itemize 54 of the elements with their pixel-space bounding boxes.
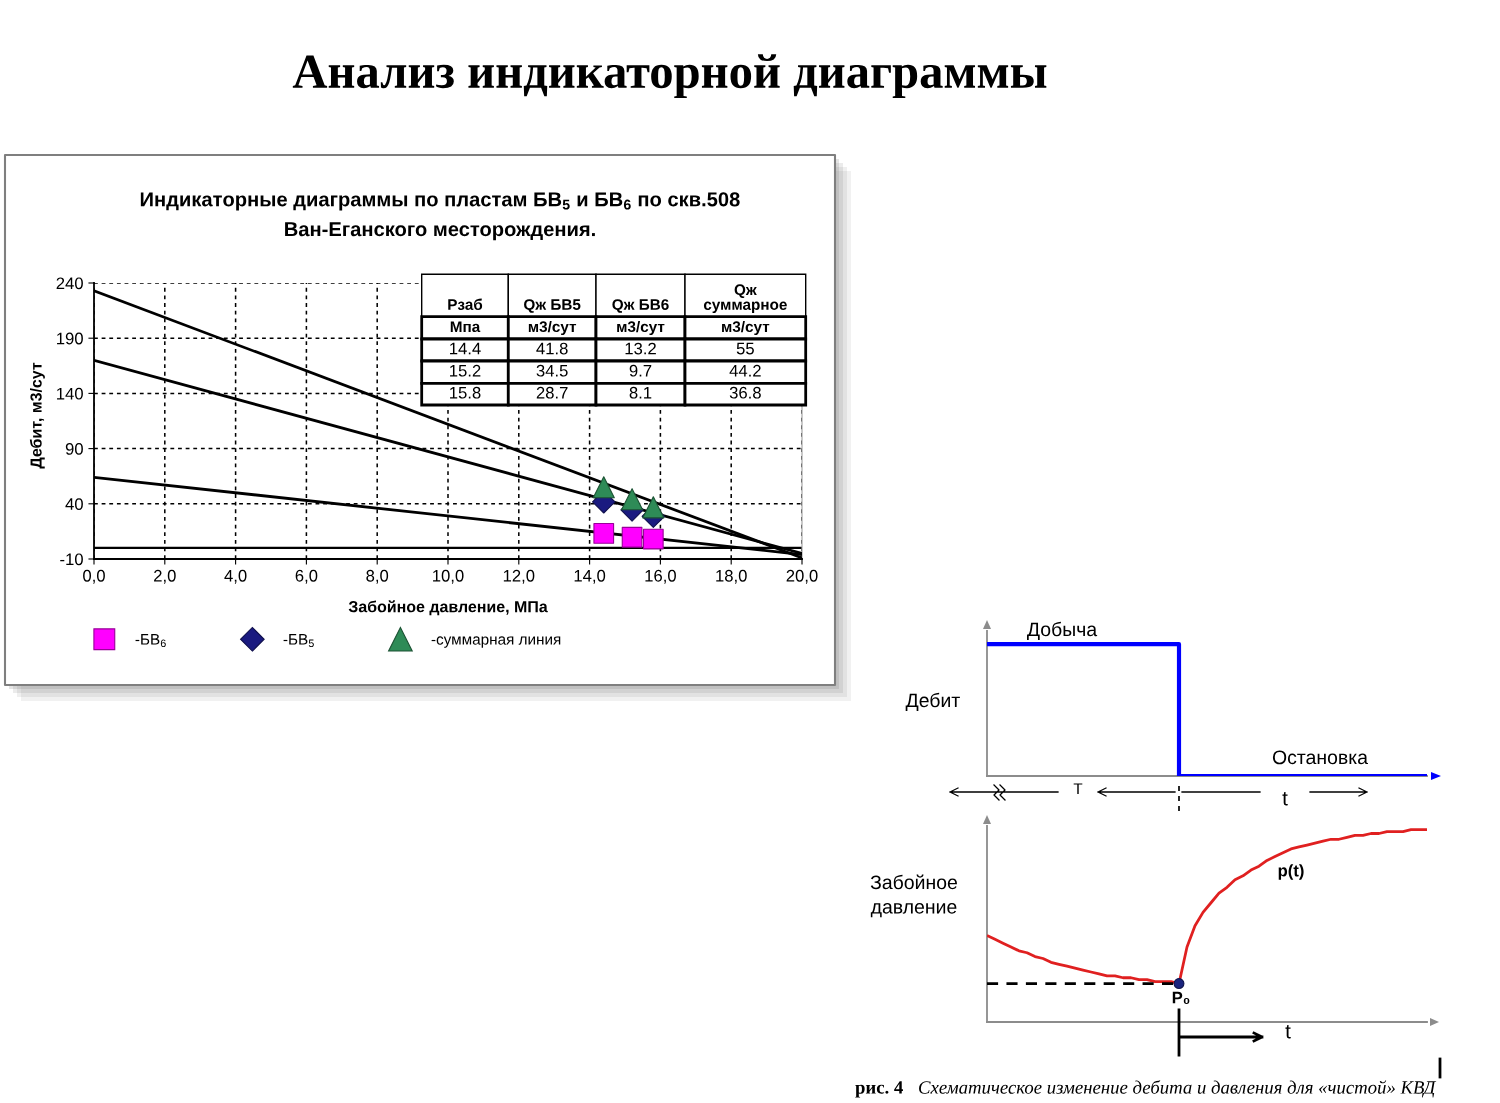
annotation: м3/сут — [722, 320, 770, 336]
text: Добыча — [1027, 621, 1098, 640]
legend-label: -БВ$_{5}$ — [283, 634, 314, 648]
annotation: 34.5 — [536, 364, 568, 377]
legend-label: -БВ$_{6}$ — [135, 634, 166, 648]
annotation: 15.8 — [450, 386, 481, 399]
y-tick-label: -10 — [60, 553, 83, 566]
x-tick-label: 20,0 — [786, 569, 818, 584]
x-tick-label: 12,0 — [503, 569, 535, 584]
annotation: P₀ — [1172, 991, 1190, 1004]
x-tick-label: 0,0 — [83, 569, 105, 584]
annotation: 9.7 — [629, 364, 652, 377]
y-tick-label: 140 — [57, 387, 83, 400]
annotation: м3/сут — [617, 320, 665, 336]
annotation: 15.2 — [450, 364, 481, 377]
annotation: 13.2 — [625, 342, 656, 355]
x-tick-label: 6,0 — [295, 569, 318, 584]
text: t — [1282, 791, 1288, 806]
text: рис. 4 — [855, 1081, 903, 1098]
y-tick-label: 190 — [57, 332, 83, 345]
annotation: 28.7 — [536, 386, 568, 399]
annotation: 55 — [736, 342, 754, 355]
legend-label: -суммарная линия — [431, 636, 561, 648]
annotation: 44.2 — [729, 364, 761, 377]
text: t — [1285, 1024, 1291, 1039]
text: T — [1073, 783, 1083, 794]
annotation: p(t) — [1278, 864, 1304, 880]
annotation: Мпа — [450, 321, 481, 333]
x-tick-label: 16,0 — [645, 569, 676, 584]
annotation: 14.4 — [450, 342, 481, 355]
y-axis-title: Дебит, м3/сут — [29, 362, 45, 469]
x-tick-label: 2,0 — [154, 569, 176, 584]
annotation: 41.8 — [536, 342, 568, 355]
x-axis-title: Забойное давление, МПа — [348, 600, 548, 616]
y-axis-title: Забойное давление — [870, 874, 957, 918]
annotation: м3/сут — [528, 320, 577, 336]
chart-title: Анализ индикаторной диаграммы — [292, 54, 1047, 99]
annotation: Рзаб — [448, 298, 483, 310]
x-tick-label: 10,0 — [433, 569, 464, 584]
y-tick-label: 240 — [56, 277, 83, 290]
y-axis-title: Дебит — [905, 692, 960, 711]
annotation: Qж БВ6 — [612, 299, 669, 313]
annotation: 8.1 — [629, 386, 652, 399]
text: Индикаторные диаграммы по пластам БВ$_{5}$ и БВ$_{6}$ по скв.508 Ван-Еганского месторождения. — [140, 192, 740, 241]
y-tick-label: 90 — [65, 443, 83, 455]
annotation: 36.8 — [729, 386, 761, 399]
annotation: Qж БВ5 — [524, 299, 581, 313]
annotation: Остановка — [1272, 750, 1368, 765]
x-tick-label: 14,0 — [574, 569, 606, 584]
x-tick-label: 8,0 — [366, 569, 389, 584]
x-tick-label: 18,0 — [716, 569, 747, 584]
x-tick-label: 4,0 — [224, 569, 247, 584]
text: Схематическое изменение дебита и давления для «чистой» КВД — [919, 1080, 1437, 1098]
y-tick-label: 40 — [65, 498, 83, 510]
